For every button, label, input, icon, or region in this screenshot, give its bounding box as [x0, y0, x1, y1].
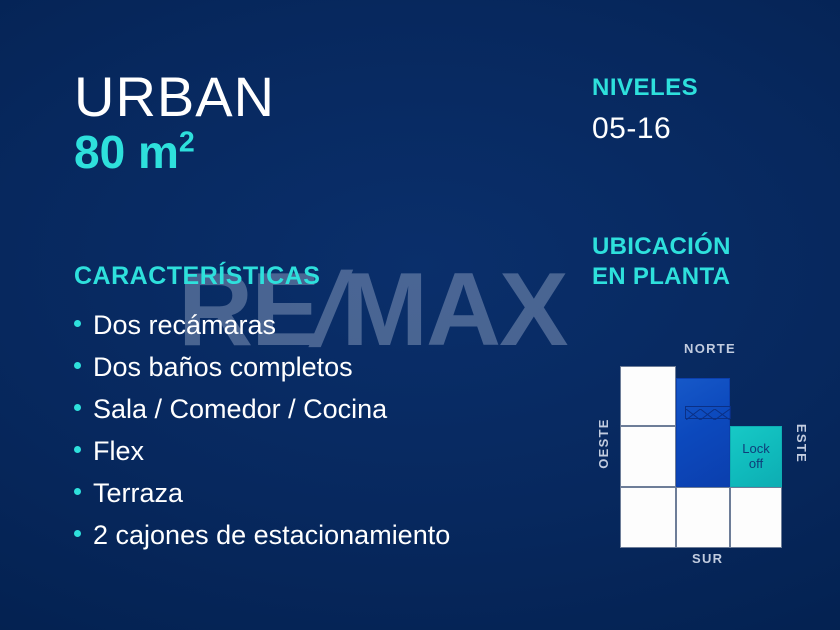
feature-label: Terraza — [93, 478, 184, 508]
bullet-icon — [74, 320, 81, 327]
watermark-re: RE — [178, 252, 320, 368]
unit-name: URBAN — [74, 65, 276, 128]
plan-cell-west-mid — [620, 426, 676, 487]
bullet-icon — [74, 530, 81, 537]
list-item: Flex — [74, 438, 450, 465]
compass-east-label: ESTE — [794, 423, 810, 464]
plan-cell-east-south — [730, 487, 782, 548]
list-item: Dos recámaras — [74, 312, 450, 339]
lock-off-label-line2: off — [748, 455, 764, 471]
lock-off-label-line1: Lock — [742, 440, 770, 456]
bullet-icon — [74, 488, 81, 495]
floor-plan-diagram: NORTE SUR OESTE ESTE — [596, 340, 812, 572]
location-heading-line1: UBICACIÓN — [592, 233, 731, 260]
bullet-icon — [74, 362, 81, 369]
list-item: Terraza — [74, 480, 450, 507]
features-list: Dos recámaras Dos baños completos Sala /… — [74, 312, 450, 564]
unit-title-block: URBAN 80 m2 — [74, 68, 275, 178]
plan-cell-lock-off: Lock off — [730, 426, 782, 487]
plan-cell-center-south — [676, 487, 730, 548]
location-heading-line2: EN PLANTA — [592, 263, 731, 290]
compass-west-label: OESTE — [595, 418, 611, 469]
watermark-max: MAX — [341, 252, 568, 368]
lock-off-label: Lock off — [742, 440, 770, 471]
plan-cell-west-north — [620, 366, 676, 426]
unit-area-value: 80 m — [74, 126, 179, 179]
compass-north-label: NORTE — [684, 341, 736, 356]
list-item: Sala / Comedor / Cocina — [74, 396, 450, 423]
feature-label: Flex — [93, 436, 145, 466]
levels-value: 05-16 — [592, 112, 672, 145]
feature-label: Dos baños completos — [93, 352, 353, 382]
remax-watermark: RE/MAX — [178, 252, 569, 368]
list-item: 2 cajones de estacionamiento — [74, 522, 450, 549]
location-heading: UBICACIÓN EN PLANTA — [592, 232, 731, 292]
list-item: Dos baños completos — [74, 354, 450, 381]
bullet-icon — [74, 446, 81, 453]
bullet-icon — [74, 404, 81, 411]
levels-heading: NIVELES — [592, 74, 699, 101]
compass-south-label: SUR — [692, 551, 724, 566]
plan-cell-west-south — [620, 487, 676, 548]
unit-area: 80 m2 — [74, 127, 275, 178]
terrace-hatch-icon — [685, 406, 731, 421]
feature-label: Sala / Comedor / Cocina — [93, 394, 388, 424]
hatch-svg — [685, 408, 731, 421]
unit-area-superscript: 2 — [178, 126, 195, 159]
feature-label: 2 cajones de estacionamiento — [93, 520, 451, 550]
features-heading: CARACTERÍSTICAS — [74, 262, 321, 290]
feature-label: Dos recámaras — [93, 310, 277, 340]
floor-plan-grid: Lock off — [620, 366, 782, 548]
plan-cell-selected-unit — [676, 378, 731, 487]
